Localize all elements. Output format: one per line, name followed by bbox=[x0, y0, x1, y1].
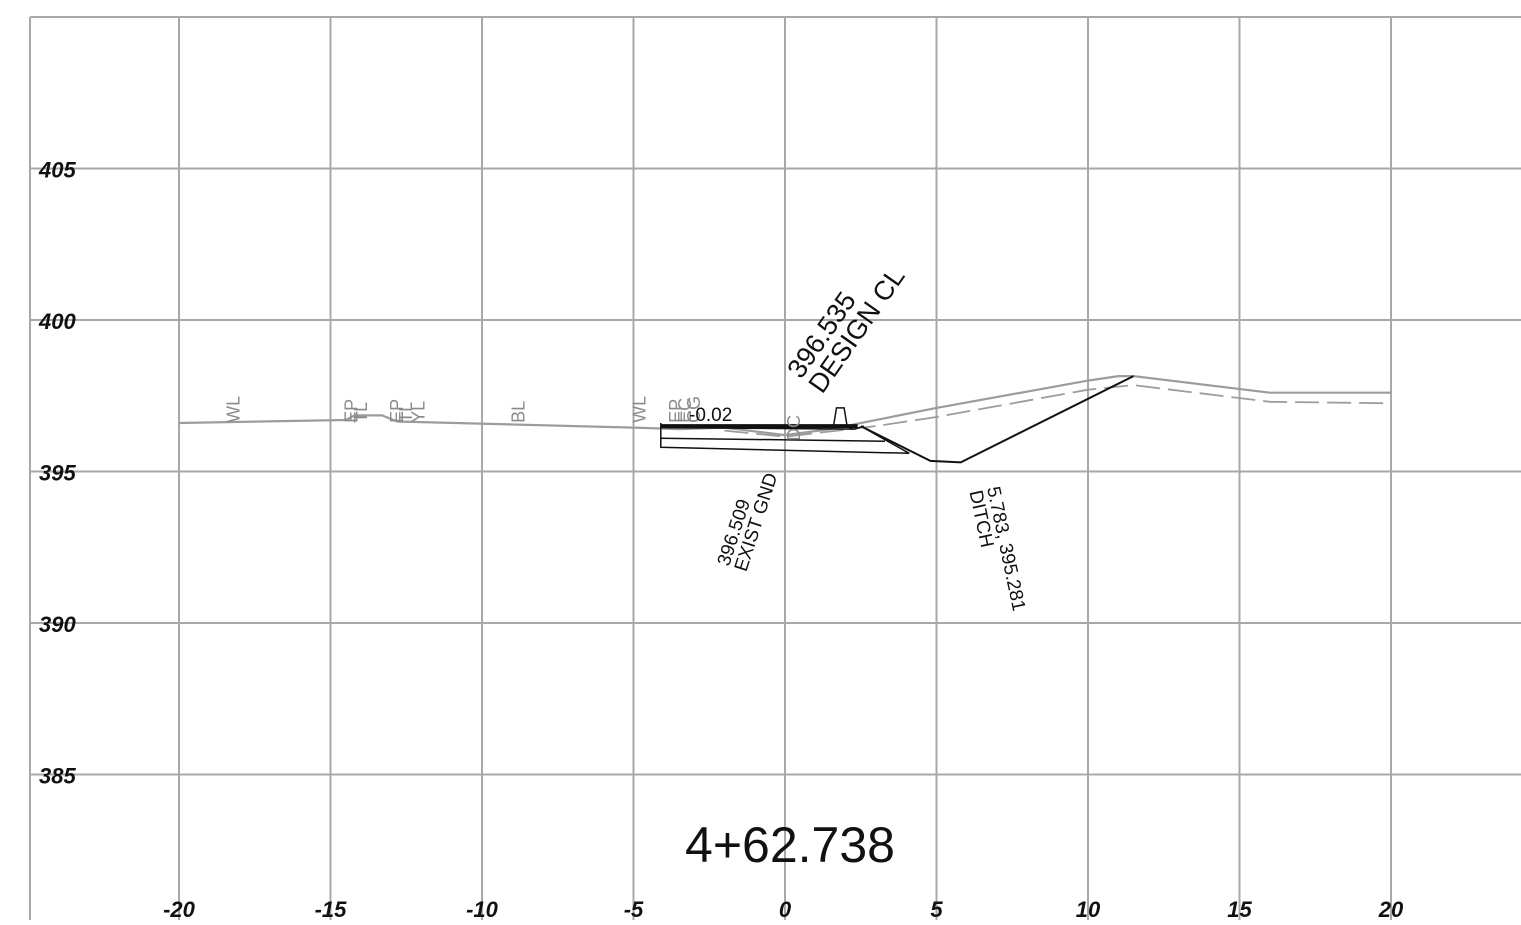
x-tick-label: 0 bbox=[779, 897, 792, 920]
x-tick-label: -5 bbox=[624, 897, 644, 920]
x-tick-label: -15 bbox=[315, 897, 348, 920]
feature-code-tl-1: TL bbox=[351, 402, 371, 423]
feature-code-ec: EC bbox=[675, 398, 695, 423]
existing-ground-dashed-line bbox=[724, 384, 1392, 438]
x-tick-label: 20 bbox=[1378, 897, 1404, 920]
ditch-profile bbox=[860, 375, 1134, 464]
feature-code-tl-2: TL bbox=[396, 402, 416, 423]
y-tick-label: 405 bbox=[38, 158, 76, 183]
cross-slope-label: -0.02 bbox=[689, 405, 732, 426]
x-tick-label: 10 bbox=[1076, 897, 1101, 920]
design-cross-section bbox=[660, 375, 1134, 464]
y-tick-label: 400 bbox=[38, 309, 76, 334]
feature-code-ep-2: EP bbox=[387, 399, 407, 423]
feature-code-yl: YL bbox=[408, 401, 428, 423]
x-tick-label: 15 bbox=[1227, 897, 1252, 920]
existing-ground-profile bbox=[178, 375, 1392, 438]
base-course-layer bbox=[660, 437, 886, 442]
grid-lines bbox=[29, 16, 1521, 920]
x-tick-label: 5 bbox=[930, 897, 943, 920]
axis-labels: -20 -15 -10 -5 0 5 10 15 20 405 400 395 390 385 bbox=[38, 158, 1404, 923]
x-tick-label: -20 bbox=[163, 897, 196, 920]
feature-code-dc: DC bbox=[784, 415, 804, 441]
curb-and-gutter bbox=[827, 407, 853, 430]
feature-code-cg: CG bbox=[684, 396, 704, 423]
y-tick-label: 385 bbox=[39, 764, 76, 789]
base-course-outline bbox=[660, 423, 910, 455]
feature-code-ep-3: EP bbox=[666, 399, 686, 423]
y-tick-label: 395 bbox=[39, 461, 76, 486]
x-tick-label: -10 bbox=[466, 897, 499, 920]
feature-code-wl-left: WL bbox=[224, 396, 244, 423]
existing-ground-line bbox=[178, 375, 1391, 437]
y-tick-label: 390 bbox=[39, 612, 76, 637]
station-label: 4+62.738 bbox=[685, 817, 895, 873]
feature-code-bl: BL bbox=[508, 401, 528, 423]
feature-code-ep-1: EP bbox=[342, 399, 362, 423]
feature-code-wl-right: WL bbox=[630, 396, 650, 423]
